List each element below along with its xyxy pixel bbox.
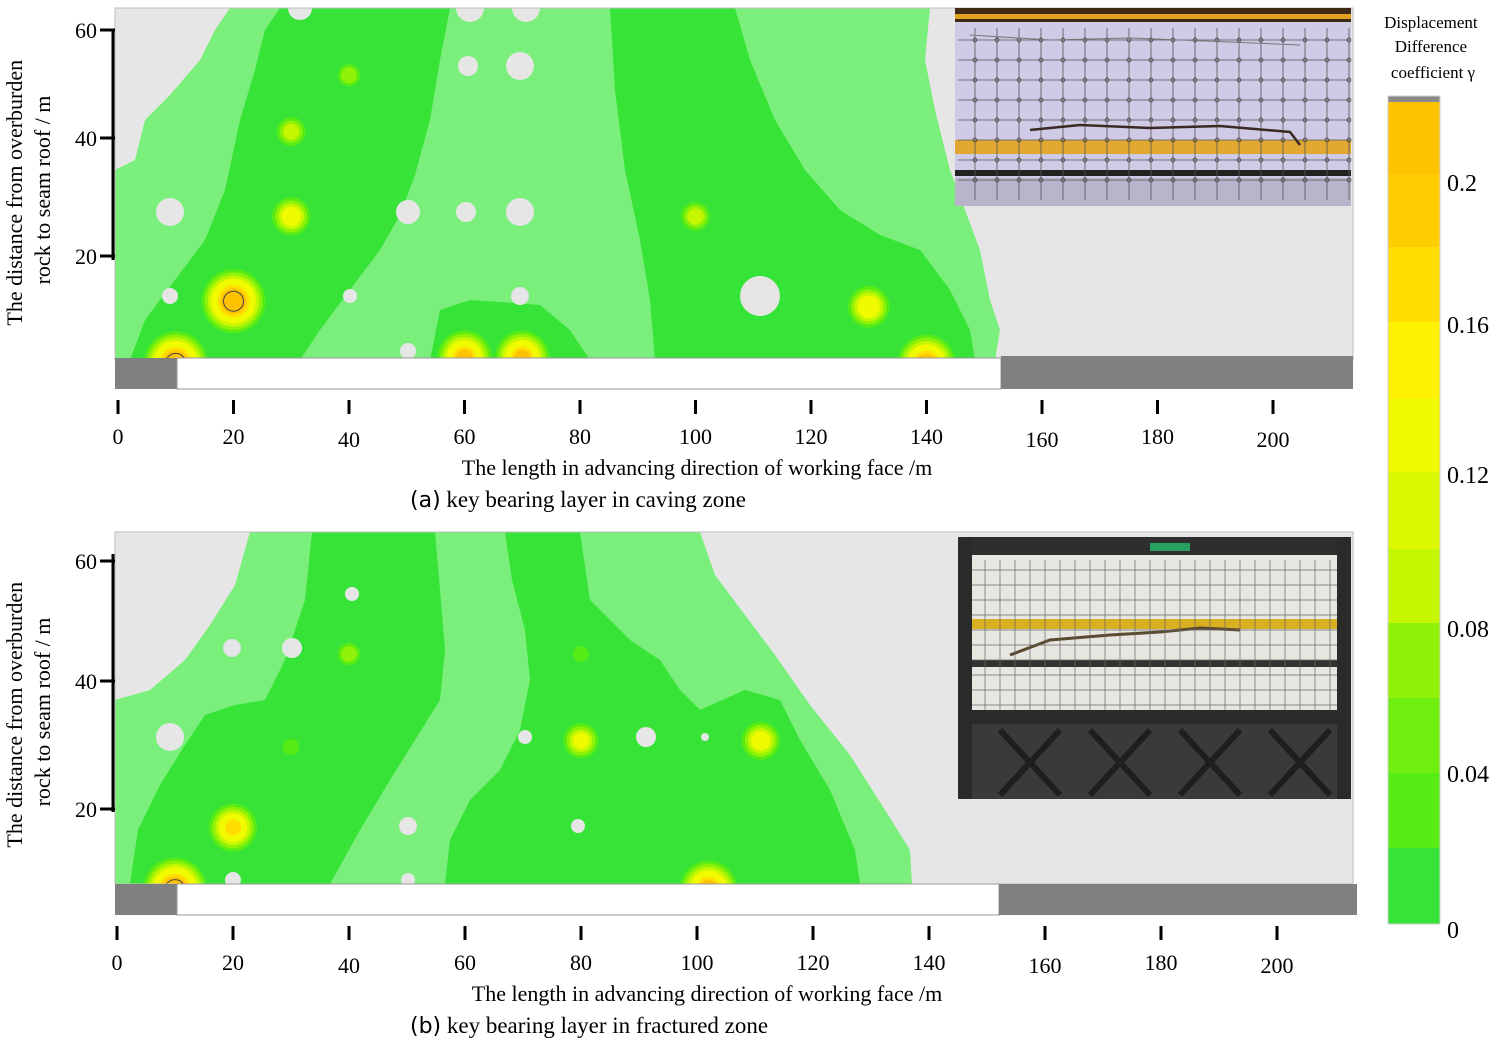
panel-b-hotspot: [283, 739, 299, 755]
colorbar-band: [1388, 549, 1440, 623]
colorbar-band: [1388, 698, 1440, 773]
panel-a-x-tick-label: 60: [454, 424, 476, 449]
colorbar-band: [1388, 773, 1440, 848]
panel-a-y-tick-label: 40: [75, 126, 97, 151]
panel-b-x-tick-label: 0: [112, 950, 123, 975]
panel-b-hotspot: [741, 721, 780, 760]
panel-a-left-coal-pillar: [115, 358, 177, 389]
panel-b-y-axis-label: The distance from overburden rock to sea…: [2, 576, 55, 847]
panel-b-left-coal-pillar: [115, 884, 177, 915]
panel-b-y-axis: 20 40 60: [75, 549, 115, 822]
panel-a-caption: (a) key bearing layer in caving zone: [410, 487, 746, 513]
panel-b-hotspot: [573, 646, 589, 662]
panel-a-holes: [156, 8, 780, 359]
colorbar-tick-label: 0.16: [1447, 313, 1489, 339]
panel-b-x-tick-label: 180: [1145, 950, 1178, 975]
panel-a-goaf: [176, 357, 1002, 390]
panel-a-x-axis-label: The length in advancing direction of wor…: [462, 455, 932, 480]
panel-a-x-tick-label: 100: [679, 424, 712, 449]
panel-a-hotspot: [437, 330, 492, 360]
panel-b-x-tick-label: 40: [338, 953, 360, 978]
panel-a-hotspot: [143, 331, 208, 360]
panel-a-contour-level-2-central: [610, 8, 975, 360]
panel-a-right-coal-pillar: [1001, 356, 1353, 389]
panel-b-x-tick-label: 100: [681, 950, 714, 975]
panel-a-hotspot: [201, 269, 266, 334]
panel-b-hotspot: [337, 642, 361, 666]
panel-a-x-tick-label: 0: [113, 424, 124, 449]
panel-a-hotspot: [681, 202, 710, 231]
colorbar-legend: Displacement Difference coefficient γ 0.…: [1384, 13, 1489, 944]
panel-a-x-tick-label: 180: [1141, 424, 1174, 449]
colorbar-tick-label: 0.08: [1447, 617, 1489, 643]
panel-b-y-tick-label: 40: [75, 669, 97, 694]
colorbar-band: [1388, 623, 1440, 698]
panel-a-x-tick-label: 40: [338, 427, 360, 452]
panel-b-x-tick-label: 140: [913, 950, 946, 975]
panel-b-contour-level-2-central: [445, 532, 860, 884]
panel-b-x-tick-label: 160: [1029, 953, 1062, 978]
panel-b-x-axis: 0 20 40 60 80 100 120 140 160 180 200: [112, 926, 1294, 978]
panel-b-hotspot: [680, 860, 737, 884]
panel-b-y-tick-label: 20: [75, 797, 97, 822]
panel-a-hotspot: [847, 286, 890, 328]
panel-b-hotspot: [209, 803, 257, 852]
panel-a-x-tick-label: 80: [569, 424, 591, 449]
panel-a-x-tick-label: 140: [910, 424, 943, 449]
panel-b-y-tick-label: 60: [75, 549, 97, 574]
panel-a-y-tick-label: 60: [75, 18, 97, 43]
panel-b-model-photo: [958, 537, 1351, 799]
panel-a-x-axis: 0 20 40 60 80 100 120 140 160 180 200: [113, 400, 1290, 452]
colorbar-band: [1388, 100, 1440, 174]
panel-a: 20 40 60 0 20 40 60 80 100 120 140 160 180 200 The l…: [2, 7, 1354, 513]
colorbar-band: [1388, 472, 1440, 549]
colorbar-tick-label: 0.12: [1447, 463, 1489, 489]
panel-b-x-tick-label: 60: [454, 950, 476, 975]
panel-b-x-axis-label: The length in advancing direction of wor…: [472, 981, 942, 1006]
colorbar-frame: [1387, 95, 1441, 925]
panel-a-hotspot: [897, 334, 956, 360]
panel-a-hotspot: [337, 63, 361, 87]
panel-a-x-tick-label: 120: [795, 424, 828, 449]
panel-a-x-tick-label: 20: [223, 424, 245, 449]
colorbar-tick-label: 0.04: [1447, 762, 1489, 788]
panel-a-y-axis-label: The distance from overburden rock to sea…: [2, 54, 55, 325]
panel-b-caption: (b) key bearing layer in fractured zone: [410, 1013, 768, 1039]
panel-b: 20 40 60 0 20 40 60 80 100 120 140 160 180 200 The l…: [2, 531, 1357, 1039]
panel-a-x-tick-label: 160: [1026, 427, 1059, 452]
panel-b-hotspot: [143, 857, 207, 884]
panel-b-contour-level-2: [130, 532, 445, 884]
panel-a-y-axis: 20 40 60: [75, 18, 115, 269]
colorbar-band-top: [1388, 96, 1440, 102]
panel-a-y-tick-label: 20: [75, 244, 97, 269]
panel-b-hotspots: [143, 642, 780, 884]
colorbar-band: [1388, 322, 1440, 399]
colorbar-band: [1388, 399, 1440, 472]
panel-a-x-tick-label: 200: [1257, 427, 1290, 452]
panel-a-hotspot: [495, 330, 550, 360]
panel-b-x-tick-label: 80: [570, 950, 592, 975]
panel-b-holes: [156, 587, 709, 884]
colorbar-tick-label: 0: [1447, 918, 1459, 944]
colorbar-band: [1388, 848, 1440, 924]
colorbar-band: [1388, 247, 1440, 322]
panel-a-contour-level-2: [130, 8, 450, 360]
colorbar-band: [1388, 174, 1440, 247]
panel-b-hotspot: [563, 723, 599, 759]
panel-b-x-tick-label: 200: [1261, 953, 1294, 978]
panel-b-x-tick-label: 120: [797, 950, 830, 975]
panel-a-hotspot: [272, 197, 311, 236]
panel-a-hotspots: [143, 63, 956, 360]
legend-title: Displacement Difference coefficient γ: [1384, 13, 1482, 82]
panel-a-hotspot: [276, 117, 306, 147]
panel-b-goaf: [176, 883, 1000, 916]
panel-a-model-photo: [955, 8, 1352, 206]
colorbar-tick-label: 0.2: [1447, 171, 1477, 197]
panel-b-x-tick-label: 20: [222, 950, 244, 975]
panel-b-right-coal-pillar: [999, 884, 1357, 915]
